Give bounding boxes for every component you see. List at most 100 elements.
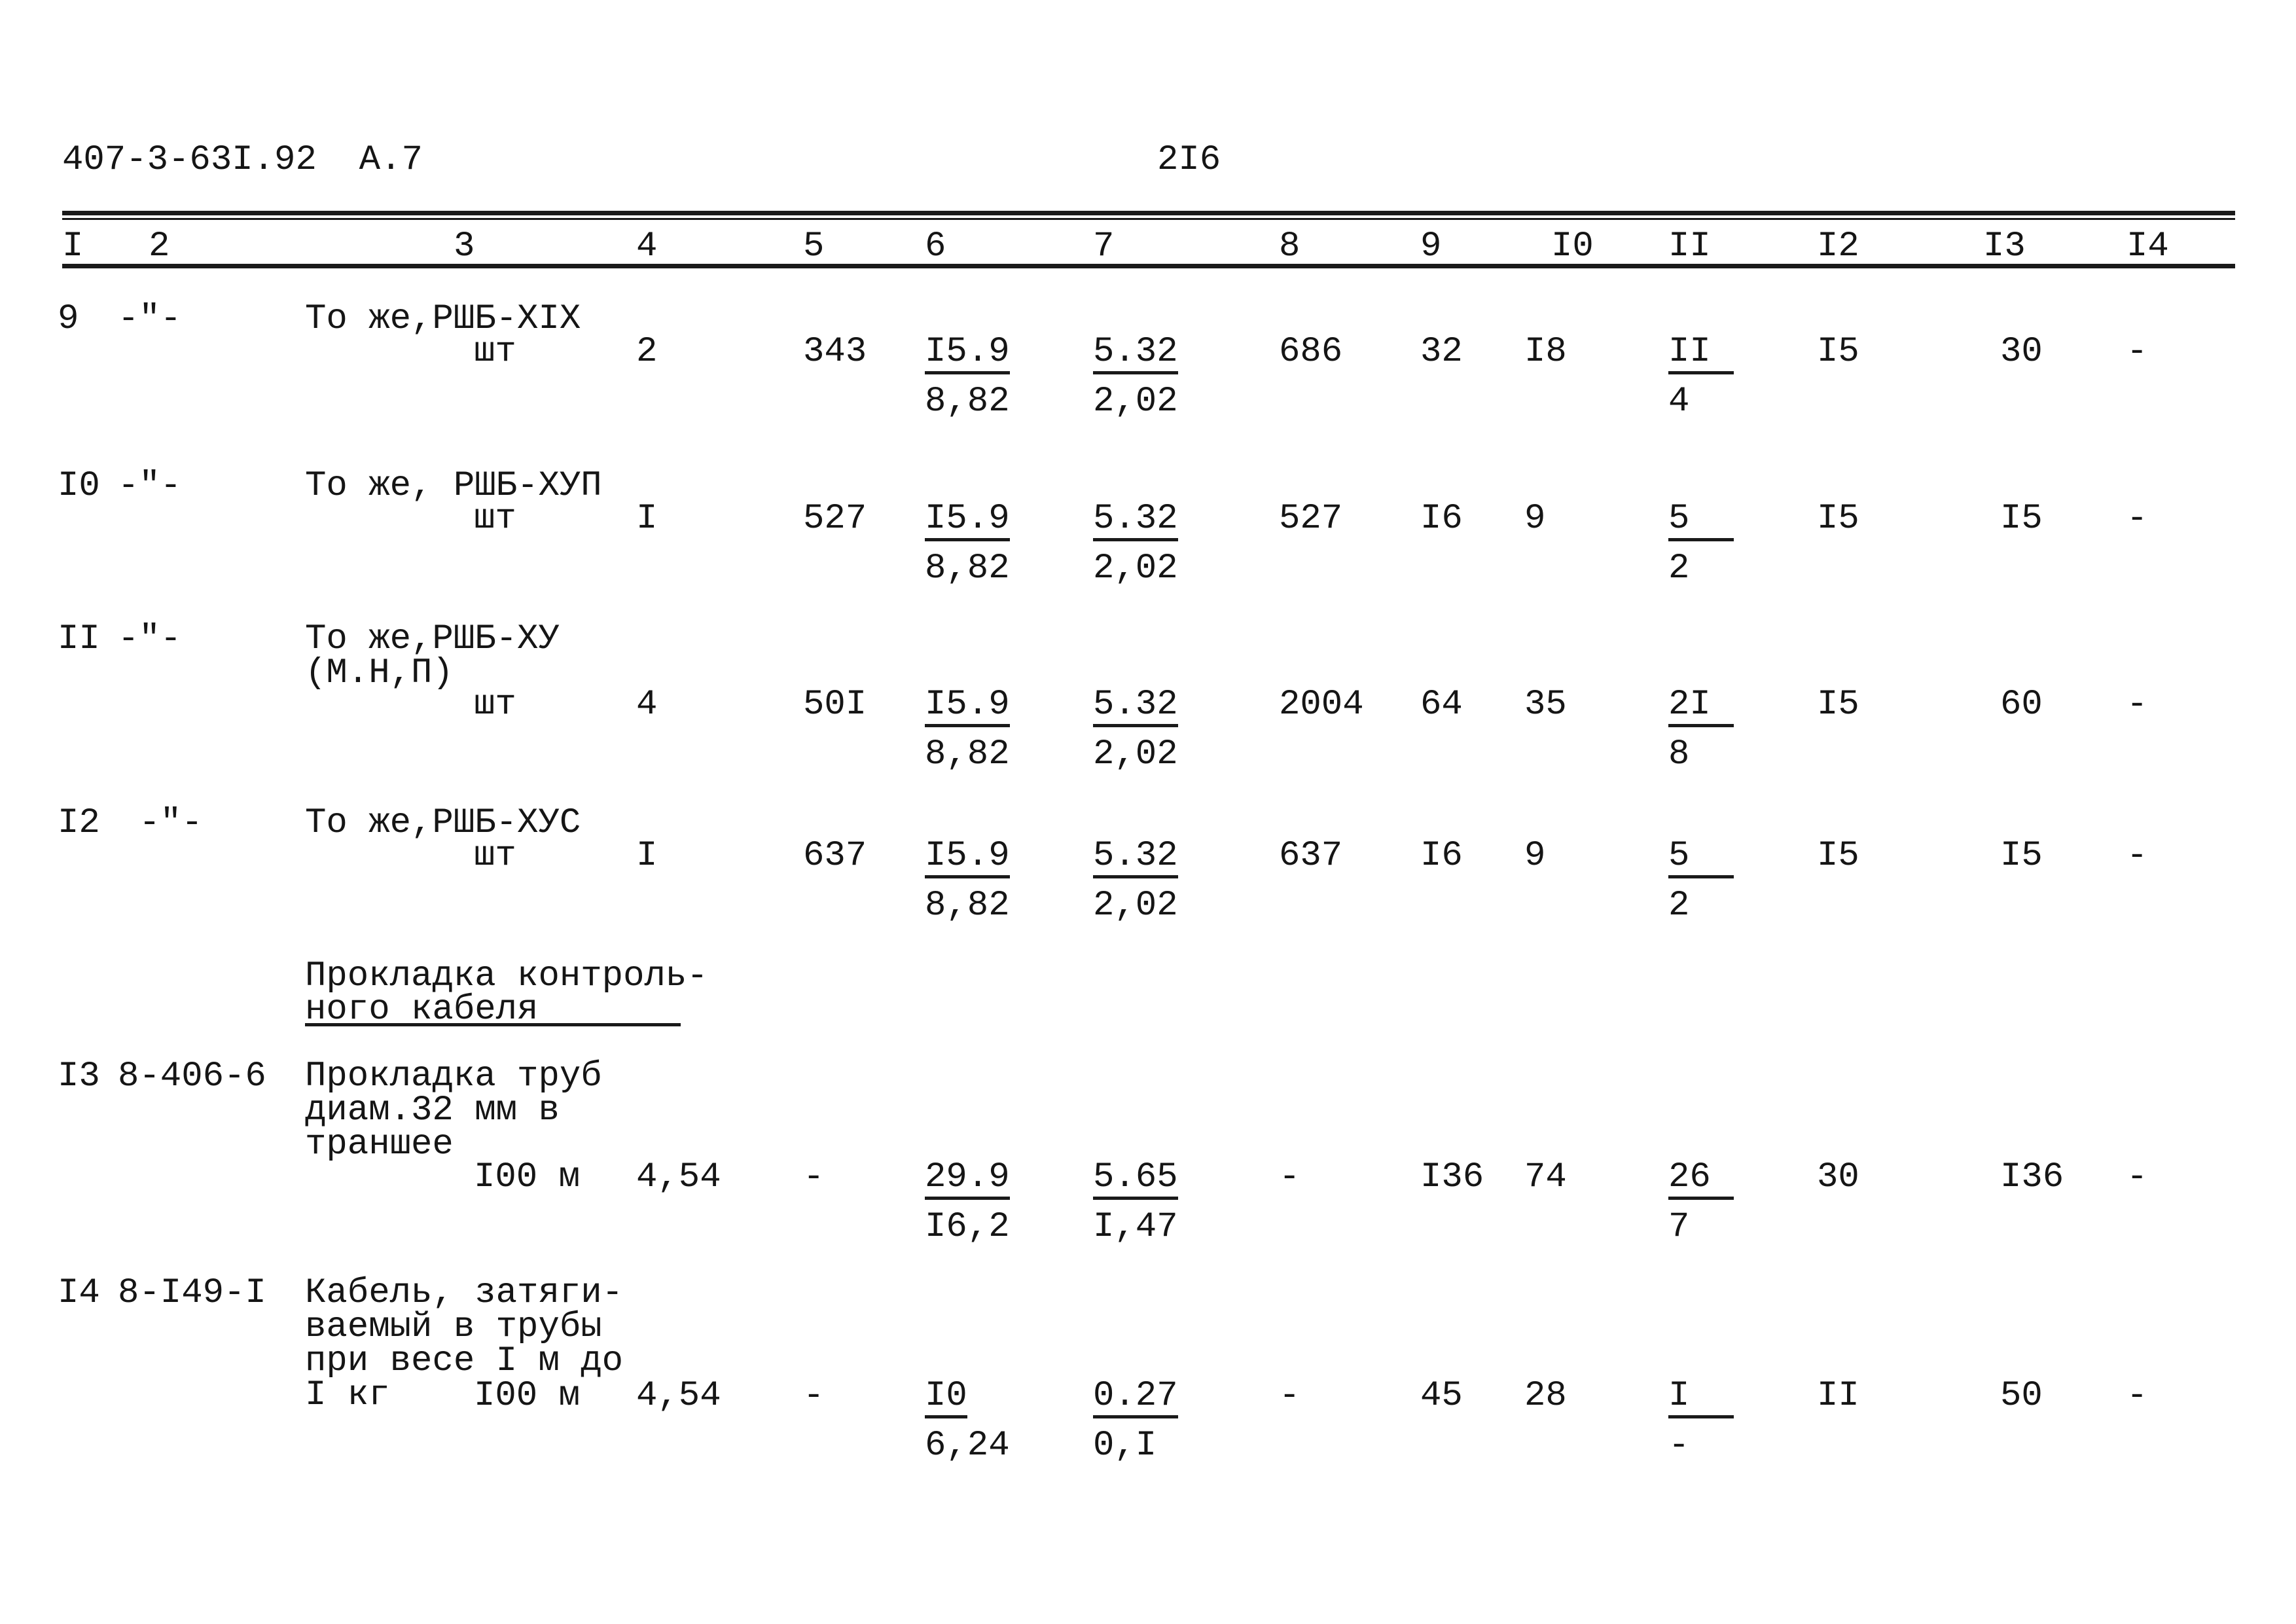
header-bottom-rule <box>62 264 2235 268</box>
cell-col-5: 527 <box>803 499 867 539</box>
cell-col-12: 30 <box>1817 1157 1859 1197</box>
cell-col-13: 60 <box>2000 685 2043 725</box>
fraction-numerator: 5.32 <box>1093 334 1178 374</box>
cell-col-9: 64 <box>1420 685 1463 725</box>
cell-col-13: 50 <box>2000 1376 2043 1416</box>
cell-col-12: II <box>1817 1376 1859 1416</box>
cell-col-12: I5 <box>1817 836 1859 876</box>
fraction-bottom-col-6: 8,82 <box>925 382 1010 422</box>
cell-col-9: 32 <box>1420 332 1463 372</box>
fraction-numerator: 5.32 <box>1093 687 1178 727</box>
fraction-bottom-col-6: 6,24 <box>925 1426 1010 1466</box>
fraction-top-col-7: 5.32 <box>1093 501 1178 541</box>
fraction-top-col-11: 5 <box>1668 839 1734 878</box>
fraction-numerator: I5.9 <box>925 501 1010 541</box>
norm-code: 8-406-6 <box>118 1056 266 1096</box>
cell-col-14: - <box>2126 836 2148 876</box>
fraction-numerator: 26 <box>1668 1160 1734 1200</box>
description-line: То же, РШБ-ХУП <box>305 466 602 506</box>
cell-col-13: I36 <box>2000 1157 2064 1197</box>
fraction-numerator: I5.9 <box>925 334 1010 374</box>
description-line: То же,РШБ-XIX <box>305 299 581 339</box>
cell-col-14: - <box>2126 499 2148 539</box>
fraction-bottom-col-7: I,47 <box>1093 1207 1178 1247</box>
column-header-4: 4 <box>636 226 658 266</box>
fraction-numerator: I <box>1668 1379 1734 1418</box>
cell-col-14: - <box>2126 685 2148 725</box>
column-header-3: 3 <box>454 226 475 266</box>
norm-code: -"- <box>118 466 182 506</box>
fraction-bottom-col-11: 4 <box>1668 382 1690 422</box>
description-line: То же,РШБ-ХУ <box>305 619 560 659</box>
cell-col-5: 637 <box>803 836 867 876</box>
fraction-top-col-6: I5.9 <box>925 501 1010 541</box>
description-line: I кг <box>305 1375 390 1415</box>
table-top-rule <box>62 211 2235 215</box>
cell-col-12: I5 <box>1817 499 1859 539</box>
norm-code: -"- <box>118 803 203 843</box>
fraction-bottom-col-11: 7 <box>1668 1207 1690 1247</box>
fraction-numerator: 5 <box>1668 501 1734 541</box>
cell-col-8: 686 <box>1279 332 1343 372</box>
section-heading-underline <box>305 1023 681 1026</box>
cell-col-4: 2 <box>636 332 658 372</box>
fraction-bottom-col-7: 2,02 <box>1093 734 1178 774</box>
unit: I00 м <box>474 1376 581 1416</box>
cell-col-5: 343 <box>803 332 867 372</box>
cell-col-5: - <box>803 1157 825 1197</box>
cell-col-14: - <box>2126 1157 2148 1197</box>
cell-col-10: 74 <box>1524 1157 1567 1197</box>
fraction-numerator: II <box>1668 334 1734 374</box>
description-line: Прокладка труб <box>305 1056 602 1096</box>
cell-col-5: - <box>803 1376 825 1416</box>
fraction-bottom-col-7: 2,02 <box>1093 886 1178 926</box>
row-number: I0 <box>58 466 100 506</box>
fraction-bottom-col-7: 2,02 <box>1093 549 1178 588</box>
cell-col-14: - <box>2126 332 2148 372</box>
fraction-top-col-6: 29.9 <box>925 1160 1010 1200</box>
fraction-numerator: 5.65 <box>1093 1160 1178 1200</box>
cell-col-9: 45 <box>1420 1376 1463 1416</box>
column-header-5: 5 <box>803 226 825 266</box>
column-header-6: 6 <box>925 226 946 266</box>
cell-col-4: I <box>636 836 658 876</box>
cell-col-9: I6 <box>1420 836 1463 876</box>
fraction-top-col-11: II <box>1668 334 1734 374</box>
table-top-rule-thin <box>62 218 2235 220</box>
fraction-top-col-7: 5.32 <box>1093 839 1178 878</box>
fraction-top-col-7: 5.32 <box>1093 334 1178 374</box>
fraction-numerator: I5.9 <box>925 839 1010 878</box>
fraction-top-col-7: 5.32 <box>1093 687 1178 727</box>
column-header-13: I3 <box>1983 226 2026 266</box>
row-number: 9 <box>58 299 79 339</box>
fraction-numerator: 29.9 <box>925 1160 1010 1200</box>
cell-col-14: - <box>2126 1376 2148 1416</box>
fraction-bottom-col-6: 8,82 <box>925 886 1010 926</box>
column-header-12: I2 <box>1817 226 1859 266</box>
cell-col-8: 2004 <box>1279 685 1364 725</box>
cell-col-4: 4,54 <box>636 1376 721 1416</box>
fraction-bottom-col-11: - <box>1668 1426 1690 1466</box>
fraction-numerator: I0 <box>925 1379 967 1418</box>
column-header-10: I0 <box>1551 226 1594 266</box>
cell-col-10: 35 <box>1524 685 1567 725</box>
column-header-1: I <box>62 226 84 266</box>
fraction-top-col-6: I5.9 <box>925 334 1010 374</box>
description-line: ваемый в трубы <box>305 1307 602 1347</box>
fraction-numerator: 5.32 <box>1093 501 1178 541</box>
section-heading-line-2: ного кабеля <box>305 990 539 1030</box>
column-header-9: 9 <box>1420 226 1442 266</box>
fraction-numerator: I5.9 <box>925 687 1010 727</box>
row-number: I2 <box>58 803 100 843</box>
description-line: диам.32 мм в <box>305 1091 560 1130</box>
section-heading-line-1: Прокладка контроль- <box>305 956 708 996</box>
cell-col-8: 527 <box>1279 499 1343 539</box>
cell-col-10: I8 <box>1524 332 1567 372</box>
norm-code: -"- <box>118 619 182 659</box>
page-number: 2I6 <box>1157 140 1221 180</box>
cell-col-9: I6 <box>1420 499 1463 539</box>
fraction-top-col-11: 26 <box>1668 1160 1734 1200</box>
fraction-numerator: 5.32 <box>1093 839 1178 878</box>
document-code: 407-3-63I.92 А.7 <box>62 140 423 180</box>
cell-col-10: 28 <box>1524 1376 1567 1416</box>
